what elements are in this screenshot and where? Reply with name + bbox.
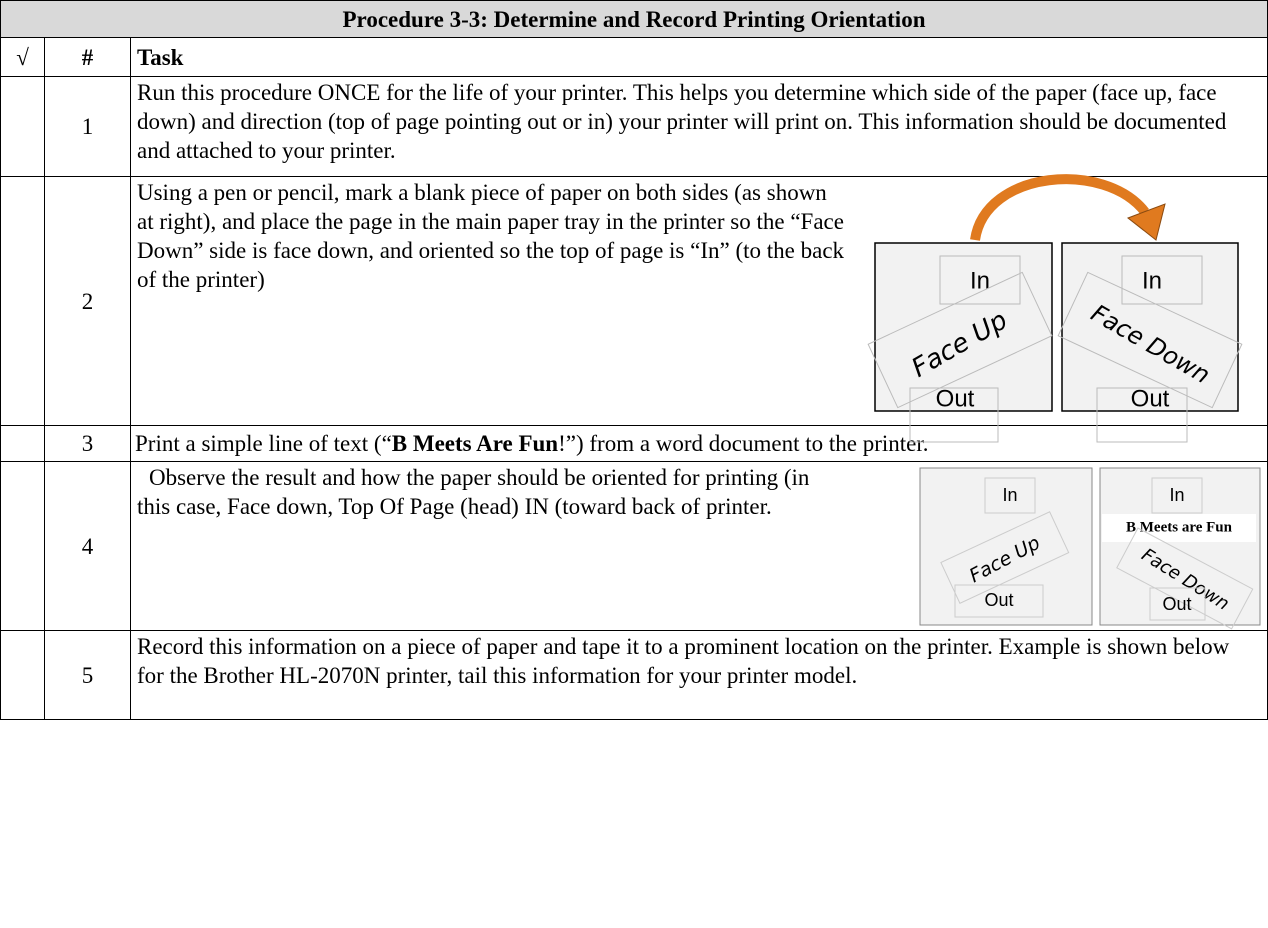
step-number: 3 — [44, 425, 131, 462]
label: Out — [1162, 594, 1191, 614]
label: Out — [936, 385, 975, 412]
step-text: Record this information on a piece of pa… — [130, 630, 1268, 720]
step-text: Print a simple line of text (“B Meets Ar… — [130, 425, 1268, 462]
label: In — [1169, 485, 1184, 505]
text: !”) from a word document to the printer. — [558, 431, 929, 456]
label: In — [1002, 485, 1017, 505]
label: In — [970, 267, 990, 294]
figure-step-2: In Face Up Out In Face Down Out — [867, 174, 1243, 443]
text: Print a simple line of text (“ — [135, 431, 392, 456]
paper — [1099, 467, 1261, 626]
printed-line — [1102, 514, 1256, 542]
step-text: Using a pen or pencil, mark a blank piec… — [137, 180, 845, 292]
label: Out — [984, 590, 1013, 610]
box — [1116, 527, 1254, 630]
bold-text: B Meets Are Fun — [391, 431, 559, 456]
arrow — [970, 174, 1149, 241]
box — [909, 387, 999, 443]
procedure-table: Procedure 3-3: Determine and Record Prin… — [0, 0, 1268, 720]
box — [1121, 255, 1203, 305]
box — [1151, 477, 1203, 514]
arrow-head — [1126, 203, 1166, 241]
step-number: 2 — [44, 176, 131, 426]
box — [939, 255, 1021, 305]
box — [1057, 271, 1243, 409]
box — [984, 477, 1036, 514]
paper — [1061, 242, 1239, 412]
step-text: Run this procedure ONCE for the life of … — [130, 76, 1268, 177]
box — [1149, 587, 1206, 621]
box — [867, 271, 1053, 409]
figure-step-4: In Face Up Out In B Meets are Fun Face D… — [919, 467, 1261, 630]
box — [1096, 387, 1188, 443]
box — [940, 511, 1070, 604]
label: B Meets are Fun — [1126, 519, 1233, 535]
label: Out — [1131, 385, 1170, 412]
box — [954, 584, 1044, 618]
step-text: Observe the result and how the paper sho… — [137, 465, 810, 519]
header-number: # — [44, 37, 131, 77]
paper — [919, 467, 1093, 626]
table-title: Procedure 3-3: Determine and Record Prin… — [0, 0, 1268, 38]
label: In — [1142, 267, 1162, 294]
